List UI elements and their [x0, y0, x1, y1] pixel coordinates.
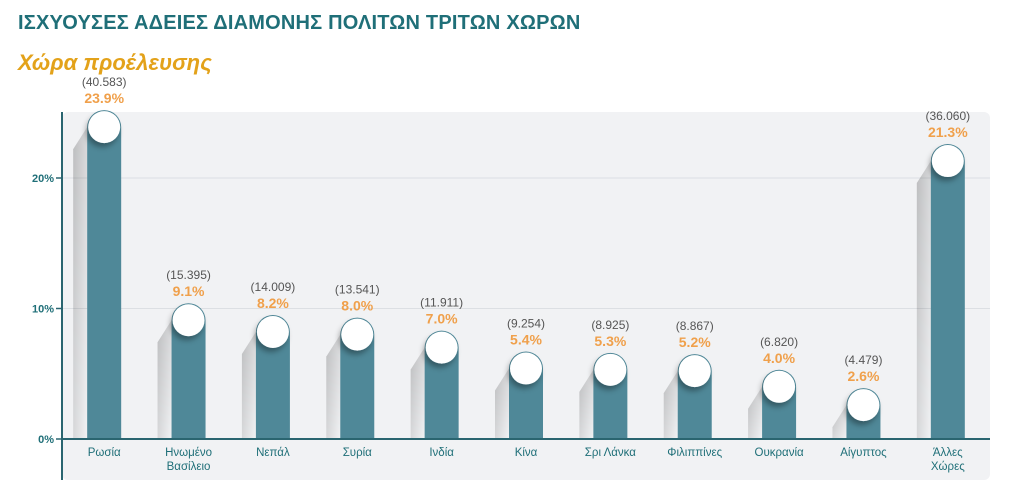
category-label: Συρία: [343, 447, 372, 459]
percent-label: 8.0%: [341, 298, 373, 314]
bar-group: 9.1%(15.395) Ηνωμένο Βασίλειο: [157, 268, 212, 473]
percent-label: 2.6%: [847, 368, 879, 384]
percent-label: 4.0%: [763, 350, 795, 366]
bar-marker: [678, 355, 711, 388]
plot-background: [62, 112, 990, 480]
bar-marker: [172, 304, 205, 337]
count-label: (40.583): [82, 75, 127, 89]
y-tick-label: 20%: [32, 173, 54, 185]
bar-shadow: [495, 368, 509, 439]
bar-group: 21.3%(36.060) Άλλες Χώρες: [916, 109, 970, 473]
category-label: Ουκρανία: [755, 447, 804, 459]
bar-group: 8.2%(14.009) Νεπάλ: [241, 280, 296, 459]
bar: [930, 144, 965, 439]
bar-group: 5.4%(9.254) Κίνα: [495, 317, 545, 459]
bar-group: 23.9%(40.583) Ρωσία: [73, 75, 127, 459]
chart-title: ΙΣΧΥΟΥΣΕΣ ΑΔΕΙΕΣ ΔΙΑΜΟΝΗΣ ΠΟΛΙΤΩΝ ΤΡΙΤΩΝ…: [18, 12, 581, 34]
percent-label: 8.2%: [257, 295, 289, 311]
bar-shadow: [241, 331, 256, 439]
bar-shadow: [73, 127, 88, 439]
bar-marker: [763, 370, 796, 403]
category-label: Κίνα: [515, 447, 538, 459]
category-label: Χώρες: [931, 461, 965, 473]
count-label: (4.479): [844, 353, 882, 367]
bar-shadow: [748, 386, 763, 439]
percent-label: 5.3%: [594, 333, 626, 349]
category-label: Ηνωμένο: [165, 447, 212, 459]
percent-label: 7.0%: [426, 311, 458, 327]
bars-group: 23.9%(40.583) Ρωσία 9.1%(15.395) Ηνωμένο Βασ…: [73, 75, 970, 473]
bar-group: 5.2%(8.867) Φιλιππίνες: [663, 319, 723, 459]
bar: [255, 314, 290, 439]
bar-marker: [256, 315, 289, 348]
bar-group: 7.0%(11.911) Ινδία: [410, 296, 463, 459]
bar-shadow: [157, 320, 172, 439]
y-tick-label: 0%: [38, 434, 54, 446]
bar-marker: [341, 318, 374, 351]
category-label: Ρωσία: [88, 447, 121, 459]
bar-marker: [425, 331, 458, 364]
bar-group: 8.0%(13.541) Συρία: [326, 283, 380, 459]
bar-shadow: [326, 334, 341, 439]
count-label: (13.541): [335, 283, 380, 297]
category-label: Αίγυπτος: [840, 447, 887, 459]
category-label: Φιλιππίνες: [667, 447, 722, 459]
bar-marker: [510, 352, 542, 385]
bar-group: 5.3%(8.925) Σρι Λάνκα: [579, 318, 636, 459]
count-label: (11.911): [420, 296, 463, 310]
category-label: Άλλες: [933, 447, 963, 459]
bar-group: 2.6%(4.479) Αίγυπτος: [832, 353, 887, 459]
percent-label: 5.4%: [510, 332, 542, 348]
percent-label: 21.3%: [928, 124, 968, 140]
bar-marker: [594, 353, 627, 386]
bar-shadow: [663, 371, 678, 439]
bar-marker: [931, 145, 964, 178]
chart-subtitle: Χώρα προέλευσης: [18, 50, 212, 75]
category-label: Βασίλειο: [167, 461, 211, 473]
count-label: (14.009): [251, 280, 296, 294]
count-label: (6.820): [760, 335, 798, 349]
bar-marker: [88, 111, 121, 144]
y-tick-label: 10%: [32, 304, 54, 316]
y-axis: 0% 10% 20%: [32, 173, 62, 446]
bar: [171, 303, 206, 439]
bar-shadow: [579, 369, 594, 439]
percent-label: 5.2%: [679, 334, 711, 350]
percent-label: 9.1%: [173, 283, 205, 299]
category-label: Νεπάλ: [256, 447, 290, 459]
percent-label: 23.9%: [84, 90, 124, 106]
bar: [87, 110, 122, 439]
bar-shadow: [916, 161, 931, 439]
count-label: (15.395): [166, 268, 211, 282]
category-label: Σρι Λάνκα: [585, 447, 636, 459]
bar-shadow: [832, 405, 847, 439]
count-label: (8.867): [676, 319, 714, 333]
bar-marker: [847, 389, 880, 422]
bar-group: 4.0%(6.820) Ουκρανία: [748, 335, 804, 459]
count-label: (36.060): [925, 109, 970, 123]
count-label: (8.925): [591, 318, 629, 332]
bar-shadow: [410, 347, 425, 439]
count-label: (9.254): [507, 317, 545, 331]
category-label: Ινδία: [429, 447, 454, 459]
